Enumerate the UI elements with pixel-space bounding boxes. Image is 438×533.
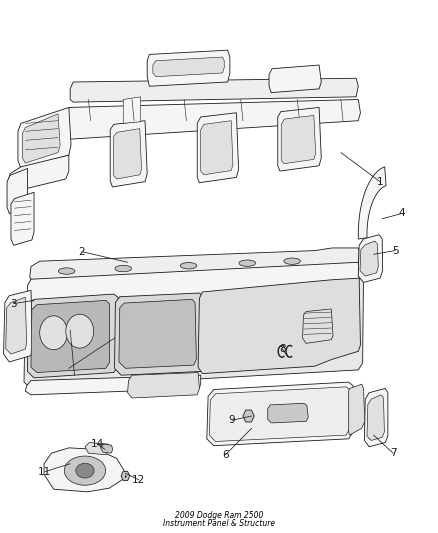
Text: Instrument Panel & Structure: Instrument Panel & Structure (163, 519, 275, 528)
Circle shape (66, 314, 94, 348)
Polygon shape (28, 294, 118, 378)
Text: 12: 12 (132, 475, 145, 484)
Polygon shape (30, 248, 359, 291)
Polygon shape (11, 192, 34, 245)
Text: 7: 7 (390, 448, 396, 458)
Text: 4: 4 (399, 208, 405, 219)
Polygon shape (127, 373, 199, 398)
Text: 3: 3 (10, 298, 17, 309)
Polygon shape (4, 290, 33, 362)
Text: 14: 14 (91, 439, 104, 449)
Polygon shape (268, 403, 308, 423)
Polygon shape (44, 448, 124, 492)
Polygon shape (358, 167, 386, 239)
Polygon shape (360, 241, 378, 276)
Polygon shape (201, 120, 233, 175)
Ellipse shape (58, 268, 75, 274)
Polygon shape (119, 300, 196, 368)
Polygon shape (123, 97, 141, 123)
Text: 1: 1 (377, 176, 383, 187)
Polygon shape (209, 387, 350, 441)
Polygon shape (121, 471, 130, 481)
Polygon shape (8, 155, 69, 192)
Text: 5: 5 (392, 246, 399, 256)
Ellipse shape (115, 265, 131, 272)
Polygon shape (22, 114, 60, 163)
Polygon shape (114, 128, 141, 179)
Polygon shape (303, 309, 333, 343)
Polygon shape (198, 278, 360, 374)
Text: 11: 11 (38, 467, 52, 477)
Ellipse shape (76, 463, 94, 478)
Polygon shape (358, 235, 383, 282)
Polygon shape (115, 293, 204, 375)
Polygon shape (24, 274, 364, 389)
Polygon shape (349, 384, 365, 435)
Polygon shape (101, 444, 113, 453)
Polygon shape (85, 442, 110, 455)
Polygon shape (207, 382, 353, 446)
Text: 2009 Dodge Ram 2500: 2009 Dodge Ram 2500 (175, 511, 263, 520)
Polygon shape (197, 113, 239, 183)
Polygon shape (67, 100, 360, 139)
Polygon shape (367, 395, 385, 440)
Polygon shape (269, 65, 321, 93)
Text: 6: 6 (222, 450, 229, 460)
Polygon shape (70, 78, 358, 102)
Ellipse shape (180, 263, 197, 269)
Polygon shape (281, 115, 316, 164)
Polygon shape (364, 389, 388, 447)
Polygon shape (278, 108, 321, 171)
Ellipse shape (64, 456, 106, 485)
Ellipse shape (239, 260, 255, 266)
Polygon shape (7, 168, 28, 214)
Polygon shape (6, 297, 27, 354)
Polygon shape (28, 262, 359, 304)
Polygon shape (153, 57, 224, 77)
Polygon shape (110, 120, 147, 187)
Polygon shape (18, 108, 71, 168)
Text: 8: 8 (279, 344, 286, 354)
Polygon shape (31, 301, 110, 373)
Ellipse shape (284, 258, 300, 264)
Polygon shape (243, 410, 254, 422)
Polygon shape (147, 50, 230, 86)
Polygon shape (25, 375, 201, 395)
Text: 2: 2 (78, 247, 85, 257)
Circle shape (40, 316, 67, 350)
Text: 9: 9 (229, 415, 235, 425)
